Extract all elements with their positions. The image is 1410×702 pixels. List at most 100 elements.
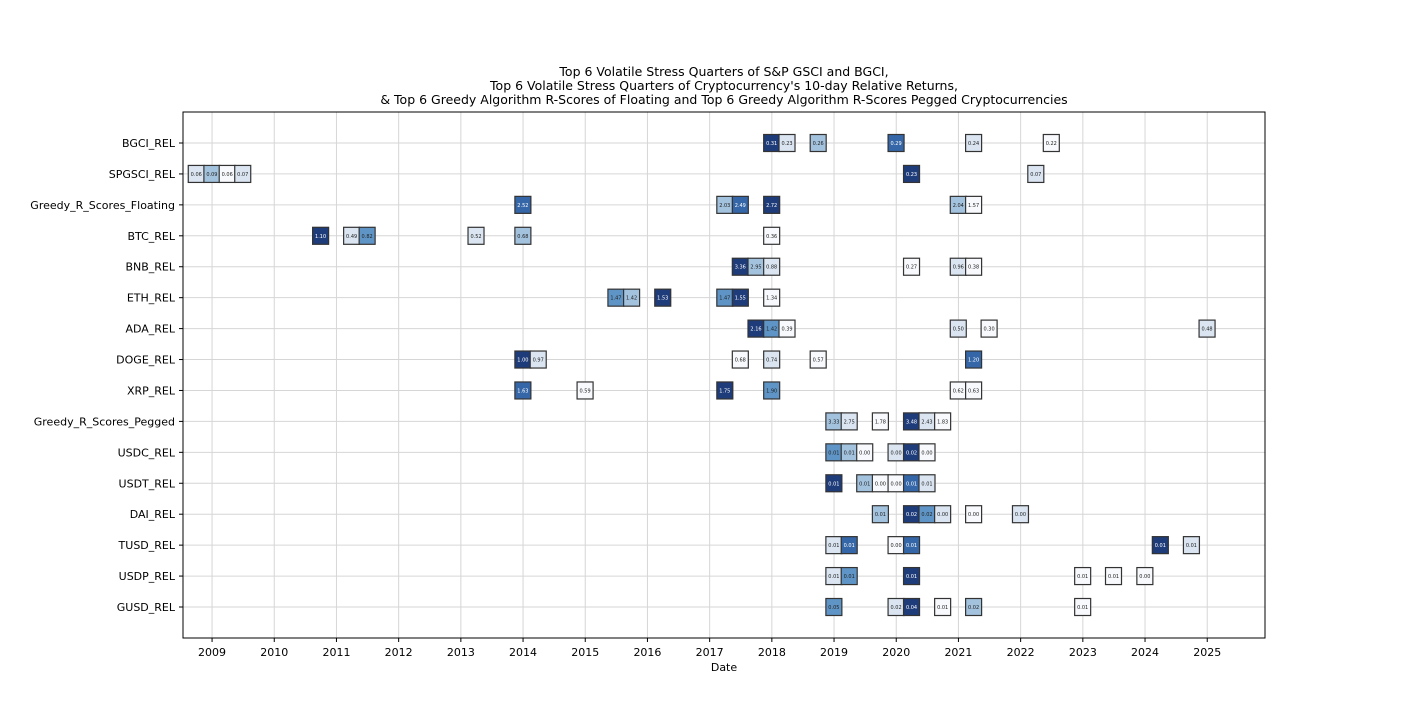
- heat-cell: 0.00: [934, 505, 952, 524]
- heat-cell-label: 0.26: [813, 141, 824, 147]
- heat-cell: 0.02: [887, 597, 905, 617]
- grid: [183, 112, 1265, 638]
- heat-cell: 0.01: [1151, 536, 1169, 555]
- heat-cell-rect: [809, 350, 827, 369]
- heat-cell-rect: [1074, 566, 1092, 586]
- heat-cell-label: 0.02: [921, 512, 932, 518]
- heat-cell-label: 0.01: [859, 481, 870, 487]
- y-tick-label: GUSD_REL: [117, 601, 176, 614]
- heat-cell-rect: [234, 164, 252, 184]
- heat-cell-rect: [840, 536, 858, 555]
- y-tick-label: ETH_REL: [127, 292, 176, 305]
- heat-cell-label: 0.00: [937, 512, 948, 518]
- heat-cell-label: 0.02: [906, 450, 917, 456]
- heat-cell-rect: [778, 319, 796, 338]
- heat-cell-label: 0.22: [1046, 141, 1057, 147]
- heat-cell: 0.06: [218, 164, 236, 184]
- heat-cell-rect: [731, 350, 749, 369]
- heat-cell-label: 0.00: [891, 481, 902, 487]
- heat-cell: 1.34: [763, 288, 781, 307]
- y-tick-label: USDC_REL: [118, 446, 176, 459]
- heat-cell: 0.38: [965, 257, 983, 276]
- heat-cell: 0.04: [902, 597, 921, 617]
- heat-cell-label: 0.00: [1015, 512, 1026, 518]
- heat-cell-rect: [809, 133, 827, 153]
- heat-cell-label: 2.03: [719, 203, 730, 209]
- heat-cell: 1.83: [934, 412, 952, 431]
- heat-cell-label: 0.02: [906, 512, 917, 518]
- heat-cell-label: 0.02: [968, 605, 979, 611]
- heat-cell-label: 0.06: [191, 172, 202, 178]
- plot-frame: [182, 111, 1266, 639]
- heat-cell-label: 0.05: [828, 605, 839, 611]
- x-tick-label: 2023: [1069, 646, 1097, 659]
- heat-cell-rect: [965, 257, 983, 276]
- heat-cell-rect: [1042, 133, 1060, 153]
- heat-cell-rect: [902, 164, 921, 184]
- heat-cell: 1.63: [514, 381, 532, 400]
- heat-cell: 0.02: [902, 505, 921, 524]
- x-tick-label: 2016: [633, 646, 661, 659]
- heat-cell: 0.01: [840, 566, 858, 586]
- heat-cell: 1.10: [312, 226, 330, 245]
- heat-cell-rect: [716, 381, 734, 400]
- heat-cell-rect: [529, 350, 547, 369]
- y-tick-label: BTC_REL: [127, 230, 175, 243]
- heat-cell-rect: [763, 350, 781, 369]
- heat-cell: 2.49: [731, 195, 749, 214]
- heat-cell-label: 0.01: [828, 481, 839, 487]
- heat-cell-label: 0.23: [906, 172, 917, 178]
- title-line-3: & Top 6 Greedy Algorithm R-Scores of Flo…: [380, 92, 1067, 107]
- heat-cell-rect: [514, 195, 532, 214]
- heat-cell: 0.63: [965, 381, 983, 400]
- heat-cell-label: 0.07: [1030, 172, 1041, 178]
- x-tick-label: 2018: [758, 646, 786, 659]
- heat-cell-label: 3.33: [828, 419, 839, 425]
- x-tick-label: 2014: [509, 646, 537, 659]
- title-line-1: Top 6 Volatile Stress Quarters of S&P GS…: [558, 64, 888, 79]
- heat-cell-label: 0.01: [1186, 543, 1197, 549]
- heat-cell-label: 1.00: [517, 358, 528, 364]
- heat-cell: 3.36: [731, 257, 749, 276]
- heat-cell: 0.00: [871, 474, 889, 493]
- heat-cell-label: 1.75: [719, 388, 730, 394]
- heat-cell: 0.00: [918, 443, 936, 462]
- heat-cell: 0.01: [902, 474, 921, 493]
- y-tick-label: XRP_REL: [127, 384, 176, 397]
- heat-cell: 0.01: [825, 536, 843, 555]
- heat-cell-label: 2.95: [750, 265, 761, 271]
- heat-cell: 0.00: [887, 443, 905, 462]
- heat-cell: 1.90: [763, 381, 781, 400]
- heat-cell: 0.49: [343, 226, 361, 245]
- heat-cell: 3.33: [825, 412, 843, 431]
- heat-cell: 0.01: [840, 443, 858, 462]
- heat-cell-label: 0.48: [1201, 327, 1212, 333]
- x-tick-label: 2013: [447, 646, 475, 659]
- heat-cell-rect: [514, 226, 532, 245]
- cells: 0.31 0.23 0.26 0.29 0.24 0.22 0.06 0.09 0.06 0.07…: [187, 133, 1216, 617]
- heat-cell-label: 1.47: [719, 296, 730, 302]
- heat-cell: 0.52: [467, 226, 485, 245]
- heat-cell: 0.06: [187, 164, 205, 184]
- heat-cell: 1.47: [716, 288, 734, 307]
- heat-cell: 0.01: [1074, 566, 1092, 586]
- title-line-2: Top 6 Volatile Stress Quarters of Crypto…: [489, 78, 958, 93]
- heat-cell: 0.01: [1104, 566, 1123, 586]
- heat-cell-label: 1.47: [610, 296, 621, 302]
- heat-cell-label: 0.01: [844, 450, 855, 456]
- heat-cell-rect: [980, 319, 998, 338]
- heat-cell-label: 0.01: [937, 605, 948, 611]
- heat-cell-rect: [965, 350, 983, 369]
- heat-cell-rect: [825, 597, 843, 617]
- y-tick-label: TUSD_REL: [118, 539, 176, 552]
- heat-cell: 0.00: [1136, 566, 1154, 586]
- heat-cell: 0.01: [825, 443, 843, 462]
- heat-cell-label: 0.59: [580, 388, 591, 394]
- heat-cell-rect: [840, 412, 858, 431]
- heat-cell-rect: [467, 226, 485, 245]
- heat-cell-label: 0.68: [735, 358, 746, 364]
- heat-cell-rect: [871, 505, 889, 524]
- heat-cell-label: 2.43: [921, 419, 932, 425]
- y-tick-label: DAI_REL: [130, 508, 176, 521]
- heat-cell: 0.96: [949, 257, 967, 276]
